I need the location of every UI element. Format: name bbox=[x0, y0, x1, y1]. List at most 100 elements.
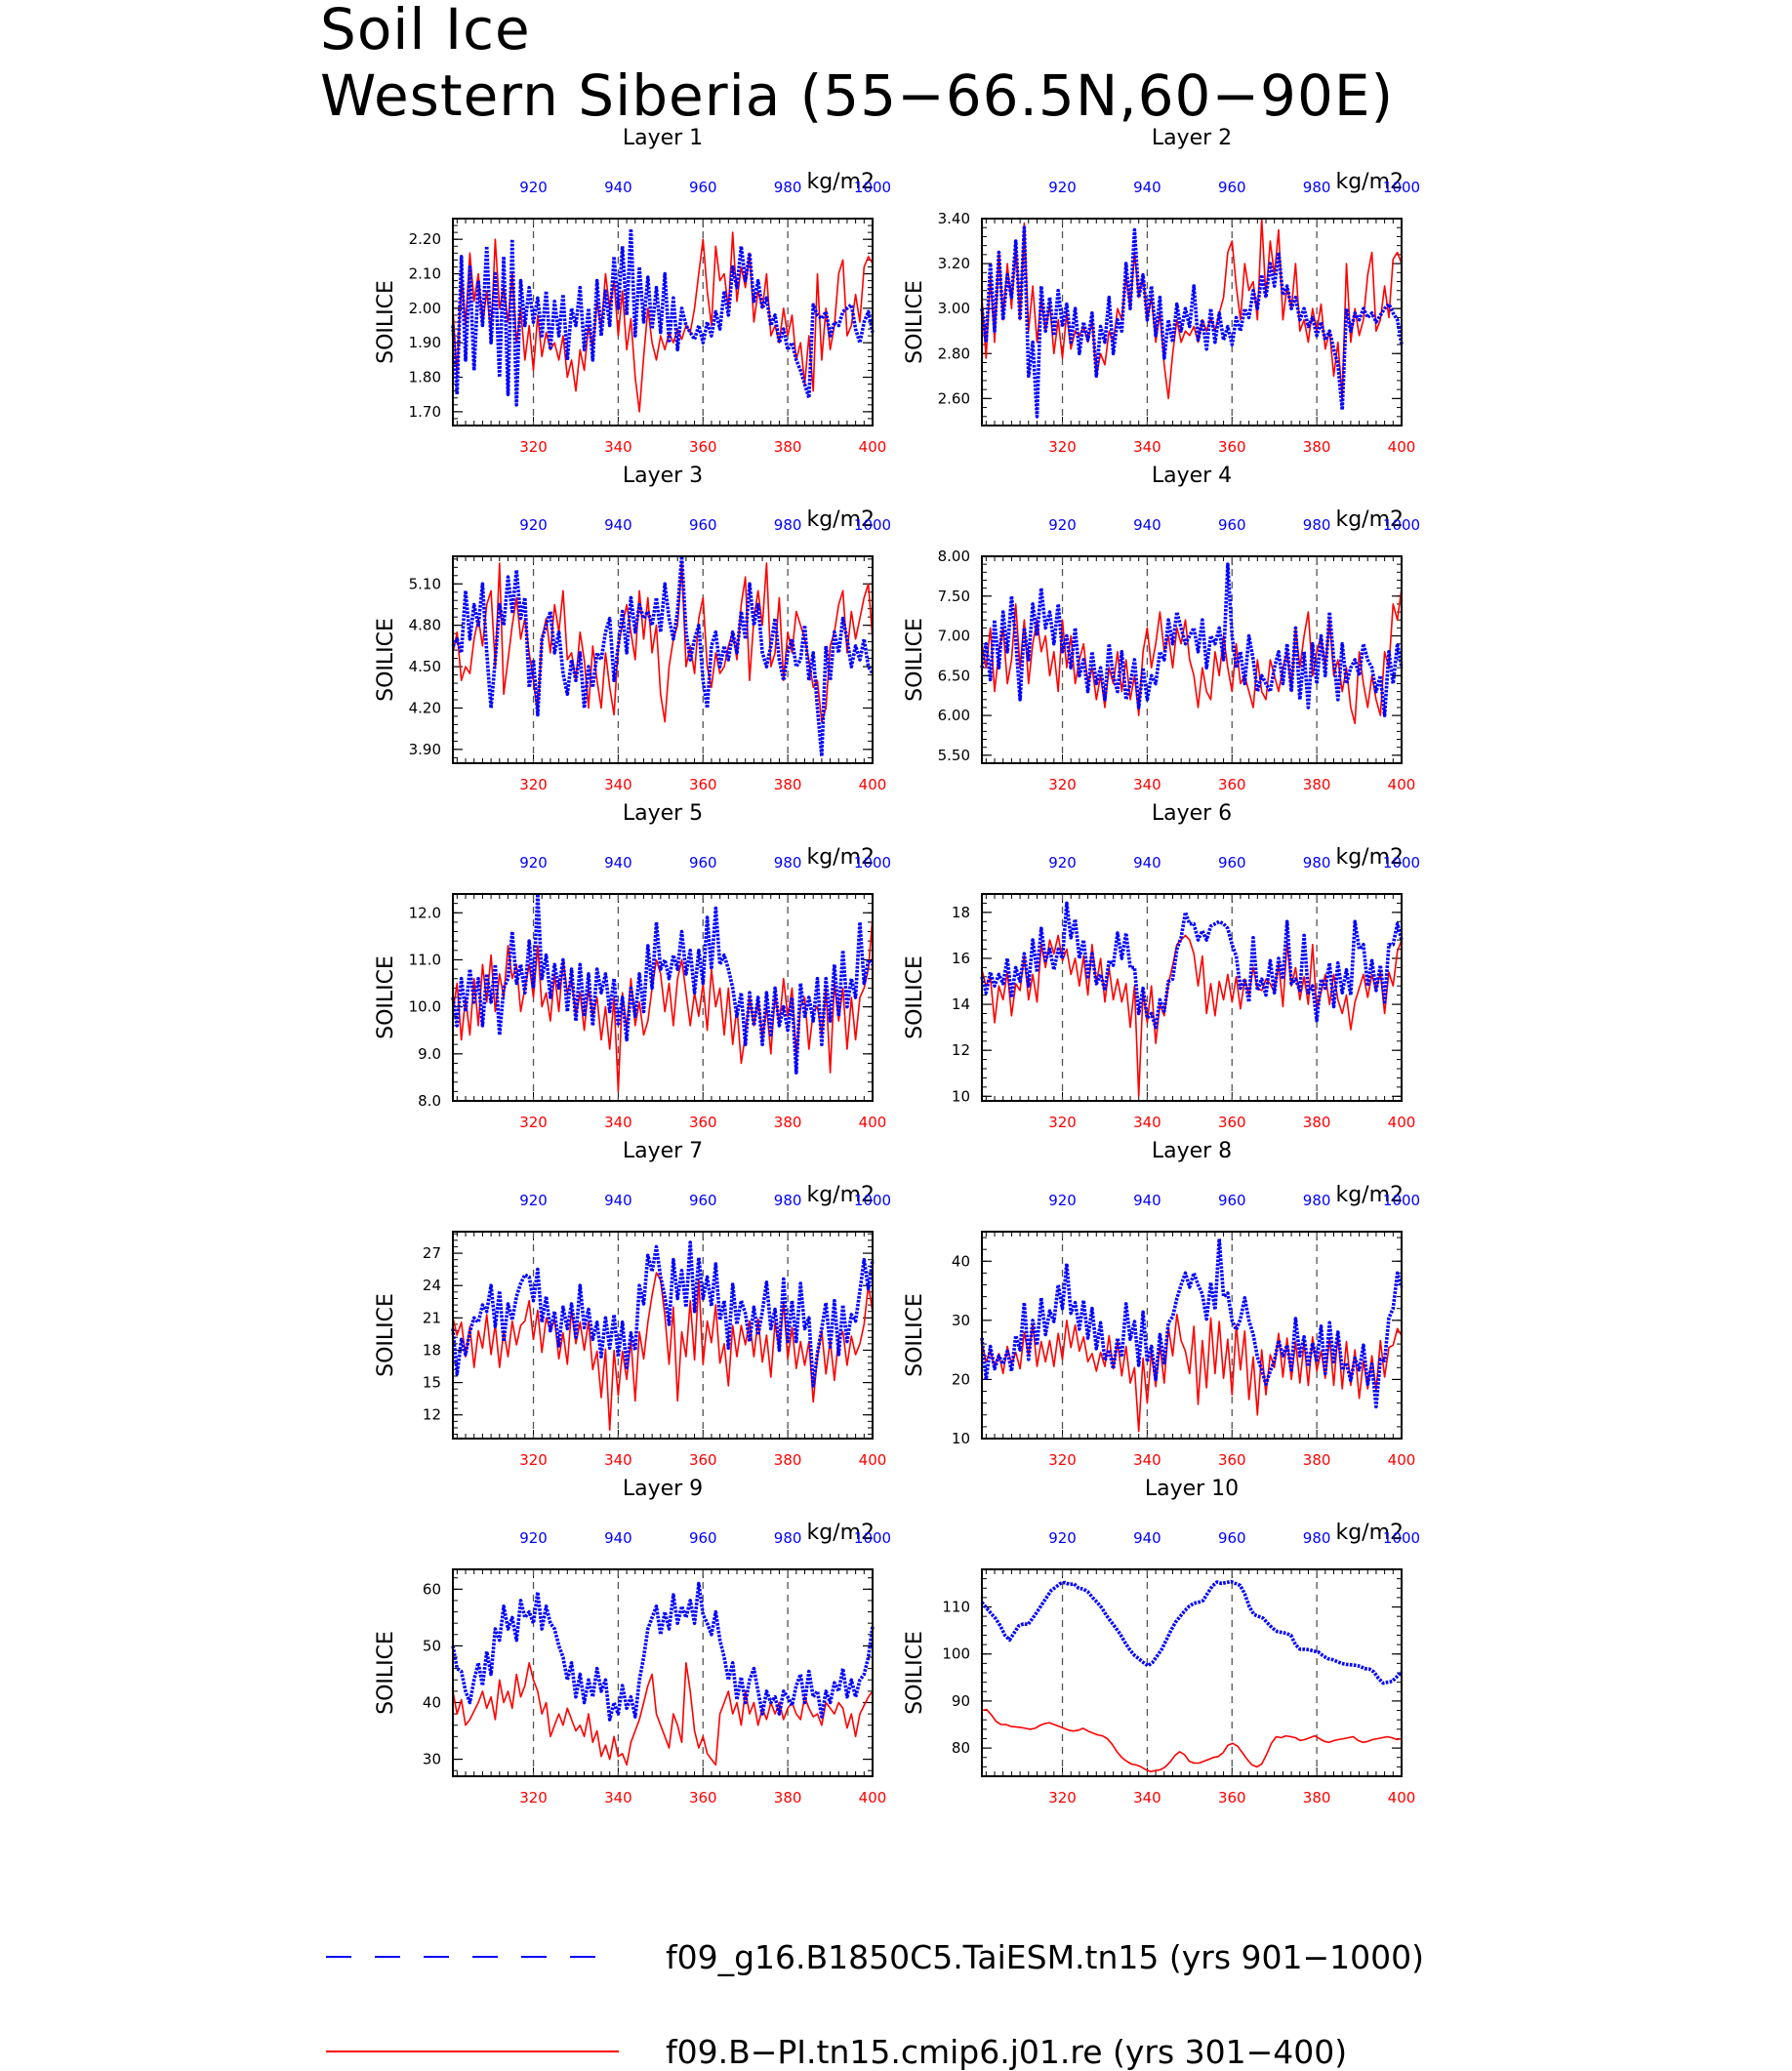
y-tick-label: 1.80 bbox=[409, 369, 441, 386]
panel-layer-1: Layer 1 kg/m2 SOILICE 320 920 340 940 360 960 380… bbox=[374, 126, 891, 456]
y-tick-label: 16 bbox=[952, 950, 970, 967]
y-axis-label: SOILICE bbox=[374, 1293, 398, 1377]
x-tick-label-top: 1000 bbox=[1383, 1529, 1420, 1547]
x-tick-label-bottom: 320 bbox=[519, 438, 548, 456]
y-tick-label: 9.0 bbox=[418, 1045, 441, 1063]
unit-label: kg/m2 bbox=[1335, 845, 1404, 870]
panel-layer-4: Layer 4 kg/m2 SOILICE 320 920 340 940 360 960 380… bbox=[903, 464, 1420, 793]
y-axis-label: SOILICE bbox=[374, 1631, 398, 1715]
y-tick-label: 100 bbox=[942, 1645, 970, 1663]
y-tick-label: 90 bbox=[952, 1692, 970, 1710]
unit-label: kg/m2 bbox=[1335, 508, 1404, 532]
y-tick-label: 4.50 bbox=[409, 658, 441, 675]
x-tick-label-bottom: 400 bbox=[859, 1451, 887, 1469]
y-tick-label: 1.70 bbox=[409, 403, 441, 421]
x-tick-label-bottom: 360 bbox=[1218, 438, 1246, 456]
x-tick-label-bottom: 380 bbox=[1303, 1451, 1331, 1469]
panel-title: Layer 7 bbox=[623, 1139, 703, 1163]
x-tick-label-bottom: 380 bbox=[774, 776, 802, 793]
series-line-red bbox=[452, 1272, 874, 1431]
unit-label: kg/m2 bbox=[806, 508, 875, 532]
panel-title: Layer 8 bbox=[1152, 1139, 1232, 1163]
panel-layer-2: Layer 2 kg/m2 SOILICE 320 920 340 940 360 960 380… bbox=[903, 126, 1420, 456]
panel-title: Layer 2 bbox=[1152, 126, 1232, 150]
x-tick-label-top: 980 bbox=[774, 1529, 802, 1547]
x-tick-label-top: 960 bbox=[1218, 1192, 1246, 1209]
unit-label: kg/m2 bbox=[806, 1183, 875, 1207]
x-tick-label-top: 940 bbox=[1133, 1529, 1161, 1547]
x-tick-label-bottom: 400 bbox=[859, 1789, 887, 1807]
x-tick-label-bottom: 320 bbox=[519, 1789, 548, 1807]
series-line-blue bbox=[451, 1581, 875, 1722]
x-tick-label-bottom: 320 bbox=[1048, 1451, 1077, 1469]
series-line-red bbox=[981, 934, 1403, 1098]
y-tick-label: 12 bbox=[423, 1406, 441, 1424]
plot-frame bbox=[452, 893, 874, 1102]
x-tick-label-top: 920 bbox=[1048, 179, 1077, 196]
x-tick-label-top: 960 bbox=[1218, 179, 1246, 196]
legend: f09_g16.B1850C5.TaiESM.tn15 (yrs 901−100… bbox=[326, 1938, 1424, 2071]
series-line-blue bbox=[451, 554, 875, 758]
y-tick-label: 40 bbox=[952, 1252, 970, 1270]
x-tick-label-top: 1000 bbox=[1383, 516, 1420, 534]
series-line-red bbox=[452, 562, 874, 723]
x-tick-label-top: 1000 bbox=[1383, 854, 1420, 872]
x-tick-label-top: 960 bbox=[689, 179, 717, 196]
x-tick-label-bottom: 360 bbox=[689, 438, 717, 456]
y-tick-label: 7.50 bbox=[938, 588, 970, 605]
x-tick-label-bottom: 340 bbox=[604, 1451, 632, 1469]
x-tick-label-bottom: 360 bbox=[689, 776, 717, 793]
x-tick-label-bottom: 380 bbox=[774, 1789, 802, 1807]
panel-layer-9: Layer 9 kg/m2 SOILICE 320 920 340 940 360 960 380… bbox=[374, 1477, 891, 1807]
y-tick-label: 4.20 bbox=[409, 699, 441, 716]
unit-label: kg/m2 bbox=[806, 170, 875, 194]
y-tick-label: 7.00 bbox=[938, 628, 970, 645]
plot-frame bbox=[981, 893, 1403, 1102]
x-tick-label-top: 940 bbox=[1133, 854, 1161, 872]
unit-label: kg/m2 bbox=[1335, 1183, 1404, 1207]
y-tick-label: 40 bbox=[423, 1693, 441, 1711]
series-line-blue bbox=[980, 901, 1404, 1030]
y-tick-label: 8.0 bbox=[418, 1092, 441, 1110]
y-axis-label: SOILICE bbox=[903, 1293, 927, 1377]
x-tick-label-bottom: 360 bbox=[689, 1114, 717, 1131]
y-axis-label: SOILICE bbox=[903, 1631, 927, 1715]
y-tick-label: 2.60 bbox=[938, 389, 970, 407]
x-tick-label-bottom: 400 bbox=[1388, 1789, 1416, 1807]
x-tick-label-bottom: 400 bbox=[1388, 438, 1416, 456]
y-axis-label: SOILICE bbox=[903, 618, 927, 702]
x-tick-label-top: 980 bbox=[1303, 1192, 1331, 1209]
panel-layer-7: Layer 7 kg/m2 SOILICE 320 920 340 940 360 960 380… bbox=[374, 1139, 891, 1469]
x-tick-label-top: 960 bbox=[689, 516, 717, 534]
y-axis-label: SOILICE bbox=[374, 618, 398, 702]
x-tick-label-bottom: 400 bbox=[1388, 776, 1416, 793]
x-tick-label-top: 960 bbox=[689, 1192, 717, 1209]
y-tick-label: 3.20 bbox=[938, 255, 970, 272]
x-tick-label-bottom: 360 bbox=[1218, 776, 1246, 793]
x-tick-label-top: 980 bbox=[1303, 1529, 1331, 1547]
y-tick-label: 12.0 bbox=[409, 904, 441, 921]
x-tick-label-top: 960 bbox=[689, 854, 717, 872]
plot-frame bbox=[981, 1568, 1403, 1777]
plot-frame bbox=[452, 1231, 874, 1440]
x-tick-label-bottom: 320 bbox=[519, 1451, 548, 1469]
x-tick-label-top: 920 bbox=[519, 854, 548, 872]
x-tick-label-bottom: 340 bbox=[604, 1789, 632, 1807]
x-tick-label-bottom: 360 bbox=[1218, 1114, 1246, 1131]
series-line-blue bbox=[980, 562, 1404, 717]
plot-frame bbox=[452, 1568, 874, 1777]
y-axis-label: SOILICE bbox=[374, 280, 398, 364]
x-tick-label-bottom: 360 bbox=[1218, 1451, 1246, 1469]
y-tick-label: 12 bbox=[952, 1041, 970, 1059]
y-tick-label: 60 bbox=[423, 1580, 441, 1598]
x-tick-label-top: 940 bbox=[604, 1192, 632, 1209]
y-tick-label: 24 bbox=[423, 1277, 441, 1294]
panel-title: Layer 5 bbox=[623, 801, 703, 826]
x-tick-label-top: 920 bbox=[519, 179, 548, 196]
y-tick-label: 1.90 bbox=[409, 334, 441, 351]
panel-title: Layer 3 bbox=[623, 464, 703, 488]
series-line-red bbox=[981, 588, 1403, 725]
y-tick-label: 110 bbox=[942, 1599, 970, 1616]
panel-layer-10: Layer 10 kg/m2 SOILICE 320 920 340 940 360 960 38… bbox=[903, 1477, 1420, 1807]
x-tick-label-bottom: 380 bbox=[774, 1451, 802, 1469]
